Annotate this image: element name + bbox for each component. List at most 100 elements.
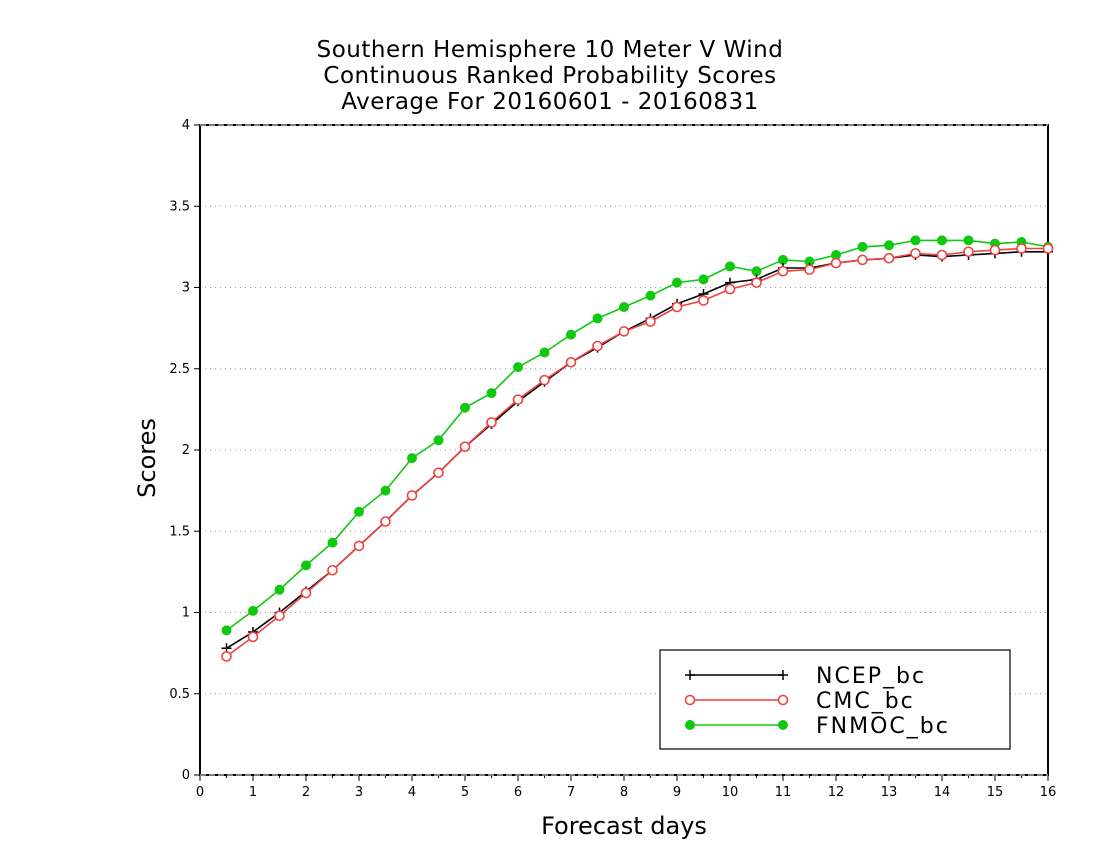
data-point — [512, 394, 524, 405]
data-point — [380, 516, 391, 527]
data-point — [1016, 243, 1027, 254]
data-point — [724, 283, 736, 295]
series-line — [226, 247, 1048, 658]
data-point — [910, 248, 921, 259]
x-tick-label: 7 — [567, 785, 575, 800]
x-tick-label: 3 — [355, 785, 363, 800]
x-tick-label: 1 — [249, 785, 257, 800]
data-point — [433, 435, 444, 446]
series-line — [226, 251, 1048, 649]
data-point — [327, 564, 338, 576]
data-point — [565, 356, 577, 368]
legend-marker — [778, 720, 788, 730]
data-point — [645, 290, 656, 301]
x-tick-label: 13 — [881, 785, 898, 800]
axis-ticks: 00.511.522.533.540 1 2 3 4 5 6 7 8 9 10 11 12 13 14 15 1… — [169, 118, 1056, 800]
data-point — [486, 417, 497, 428]
y-axis-label: Scores — [133, 418, 161, 498]
data-point — [725, 261, 735, 272]
data-point — [937, 235, 947, 246]
y-tick-label: 1.5 — [169, 524, 190, 539]
legend-marker — [685, 720, 695, 730]
series-NCEP_bc — [221, 246, 1053, 654]
series-layer — [221, 235, 1054, 662]
data-point — [566, 329, 576, 340]
legend-label: FNMOC_bc — [816, 714, 950, 739]
data-point — [1042, 243, 1054, 254]
data-point — [619, 302, 629, 312]
legend-label: NCEP_bc — [816, 664, 926, 689]
data-point — [513, 362, 523, 373]
data-point — [274, 584, 285, 595]
legend-marker — [685, 670, 695, 680]
data-point — [777, 265, 789, 277]
data-point — [354, 506, 364, 517]
series-FNMOC_bc — [221, 235, 1053, 636]
x-tick-label: 9 — [673, 785, 681, 800]
x-tick-label: 8 — [620, 785, 628, 800]
data-point — [751, 277, 762, 288]
data-point — [247, 631, 259, 643]
legend-marker — [684, 694, 696, 706]
data-point — [406, 490, 418, 501]
data-point — [327, 537, 338, 548]
y-tick-label: 3.5 — [169, 199, 190, 214]
x-tick-label: 5 — [461, 785, 469, 800]
data-point — [300, 587, 312, 599]
chart-title: Southern Hemisphere 10 Meter V Wind — [316, 37, 784, 63]
y-tick-label: 2.5 — [169, 362, 190, 377]
data-point — [698, 295, 709, 306]
data-point — [592, 340, 603, 352]
y-tick-label: 3 — [182, 281, 190, 296]
data-point — [221, 651, 232, 662]
data-point — [539, 374, 550, 386]
series-line — [226, 239, 1049, 632]
legend-marker — [777, 694, 789, 706]
data-point — [539, 347, 550, 358]
data-point — [353, 540, 365, 552]
data-point — [857, 254, 868, 266]
data-point — [672, 277, 682, 288]
legend-label: CMC_bc — [816, 689, 915, 714]
data-point — [407, 453, 417, 464]
data-point — [645, 316, 656, 327]
data-point — [857, 241, 868, 252]
data-point — [221, 625, 232, 636]
data-point — [936, 249, 948, 261]
x-tick-label: 16 — [1040, 785, 1057, 800]
data-point — [963, 246, 974, 258]
data-point — [671, 301, 683, 313]
y-tick-label: 0 — [182, 768, 190, 783]
series-CMC_bc — [221, 243, 1054, 662]
legend-item-NCEP_bc: NCEP_bc — [685, 664, 926, 689]
legend-marker — [778, 670, 788, 680]
data-point — [459, 441, 471, 453]
chart-period: Average For 20160601 - 20160831 — [341, 89, 759, 115]
x-tick-label: 11 — [775, 785, 792, 800]
data-point — [884, 240, 894, 251]
x-tick-label: 2 — [302, 785, 310, 800]
data-point — [486, 388, 497, 399]
y-tick-label: 0.5 — [169, 687, 190, 702]
y-tick-label: 2 — [182, 443, 190, 458]
data-point — [460, 402, 470, 413]
legend-item-FNMOC_bc: FNMOC_bc — [685, 714, 950, 739]
data-point — [910, 235, 921, 246]
x-tick-label: 4 — [408, 785, 416, 800]
legend-item-CMC_bc: CMC_bc — [684, 689, 915, 714]
y-tick-label: 4 — [182, 118, 190, 133]
data-point — [248, 605, 258, 616]
data-point — [592, 313, 603, 324]
data-point — [830, 257, 842, 269]
chart-subtitle: Continuous Ranked Probability Scores — [323, 63, 777, 89]
data-point — [804, 264, 815, 275]
x-axis-label: Forecast days — [541, 812, 707, 840]
data-point — [274, 610, 285, 622]
data-point — [963, 235, 974, 246]
data-point — [618, 326, 630, 337]
x-tick-label: 14 — [934, 785, 951, 800]
gridlines — [200, 205, 1048, 695]
x-tick-label: 10 — [722, 785, 739, 800]
